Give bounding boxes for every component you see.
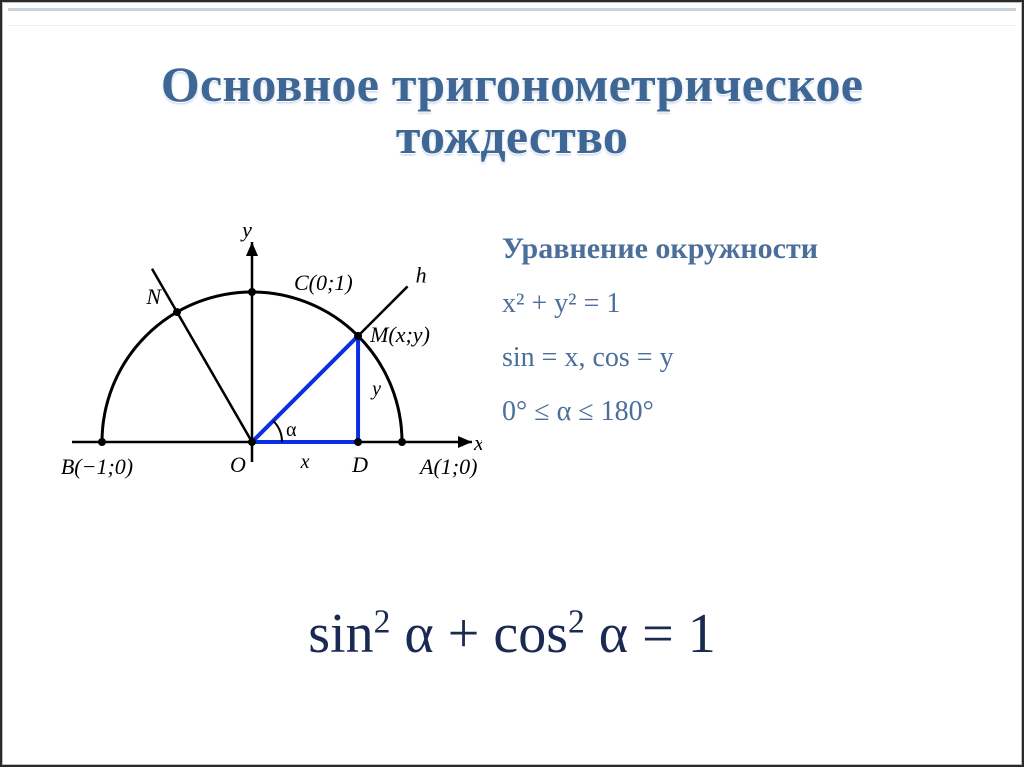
svg-text:x: x [300, 451, 310, 473]
slide: Основное тригонометрическое тождество y x… [0, 0, 1024, 767]
svg-text:h: h [416, 262, 427, 287]
equations-block: Уравнение окружности x² + y² = 1 sin = x… [502, 232, 982, 450]
eq-range: 0° ≤ α ≤ 180° [502, 396, 982, 428]
svg-text:N: N [145, 284, 162, 309]
svg-text:O: O [230, 452, 246, 477]
title-line-1: Основное тригонометрическое [2, 58, 1022, 111]
circle-eq-heading: Уравнение окружности [502, 232, 982, 266]
svg-text:D: D [351, 452, 368, 477]
svg-text:y: y [240, 217, 252, 242]
page-title: Основное тригонометрическое тождество [2, 58, 1022, 163]
pythagorean-identity: sin2 α + cos2 α = 1 [2, 602, 1022, 666]
svg-text:M(x;y): M(x;y) [369, 322, 430, 347]
unit-circle-diagram: yxB(−1;0)A(1;0)C(0;1)M(x;y)NODhαxy [42, 202, 482, 522]
title-line-2: тождество [2, 110, 1022, 163]
svg-text:α: α [286, 419, 297, 441]
eq-circle: x² + y² = 1 [502, 288, 982, 320]
svg-text:x: x [473, 430, 482, 455]
top-rule [8, 8, 1016, 26]
svg-text:y: y [370, 378, 381, 400]
svg-text:B(−1;0): B(−1;0) [61, 454, 133, 479]
eq-sincos: sin = x, cos = y [502, 342, 982, 374]
svg-text:A(1;0): A(1;0) [418, 454, 477, 479]
svg-text:C(0;1): C(0;1) [294, 270, 353, 295]
